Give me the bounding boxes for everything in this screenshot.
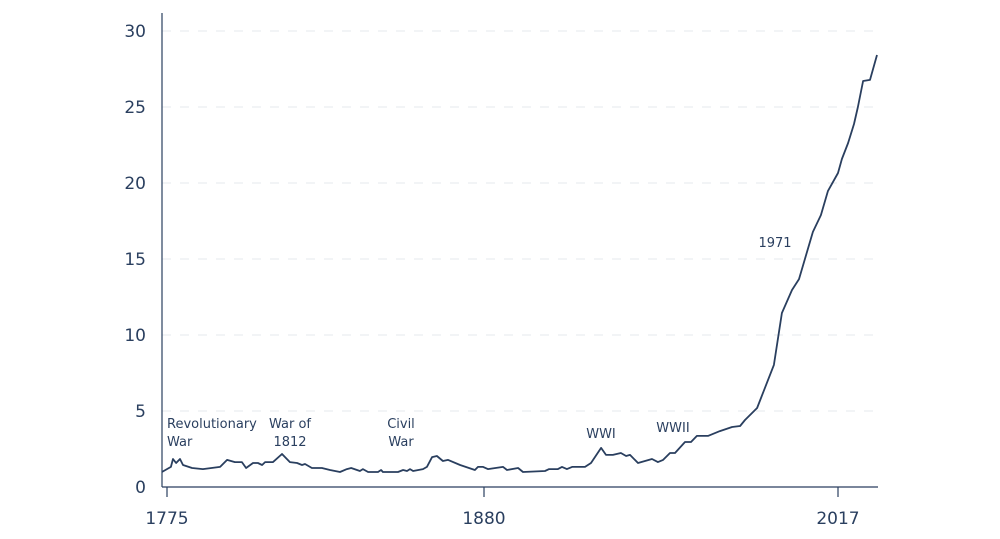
annotation-line: WWI <box>586 427 616 442</box>
y-tick-label: 20 <box>124 174 146 194</box>
x-tick-label: 1880 <box>462 509 505 529</box>
annotation-line: Revolutionary <box>167 417 257 432</box>
x-tick-label: 2017 <box>816 509 859 529</box>
y-tick-label: 10 <box>124 326 146 346</box>
y-tick-label: 5 <box>135 402 146 422</box>
annotation: WWII <box>656 421 689 436</box>
annotation-line: 1971 <box>758 236 791 251</box>
x-axis-ticks: 1775 1880 2017 <box>145 487 860 529</box>
annotation-line: War of <box>269 417 311 432</box>
y-tick-label: 0 <box>135 478 146 498</box>
annotation: WWI <box>586 427 616 442</box>
annotation: 1971 <box>758 236 791 251</box>
annotation: Revolutionary War <box>167 417 257 450</box>
annotation: Civil War <box>387 417 415 450</box>
annotation: War of 1812 <box>269 417 311 450</box>
y-axis-ticks: 0 5 10 15 20 25 30 <box>124 22 146 498</box>
y-tick-label: 30 <box>124 22 146 42</box>
annotation-line: War <box>167 435 193 450</box>
axes <box>161 13 878 488</box>
y-tick-label: 25 <box>124 98 146 118</box>
gridlines <box>162 30 878 412</box>
annotations: Revolutionary War War of 1812 Civil War WWI WWI… <box>167 236 792 450</box>
x-tick-label: 1775 <box>145 509 188 529</box>
annotation-line: Civil <box>387 417 415 432</box>
annotation-line: War <box>388 435 414 450</box>
series <box>161 54 878 473</box>
annotation-line: WWII <box>656 421 689 436</box>
y-tick-label: 15 <box>124 250 146 270</box>
series-line <box>161 54 878 473</box>
annotation-line: 1812 <box>273 435 306 450</box>
